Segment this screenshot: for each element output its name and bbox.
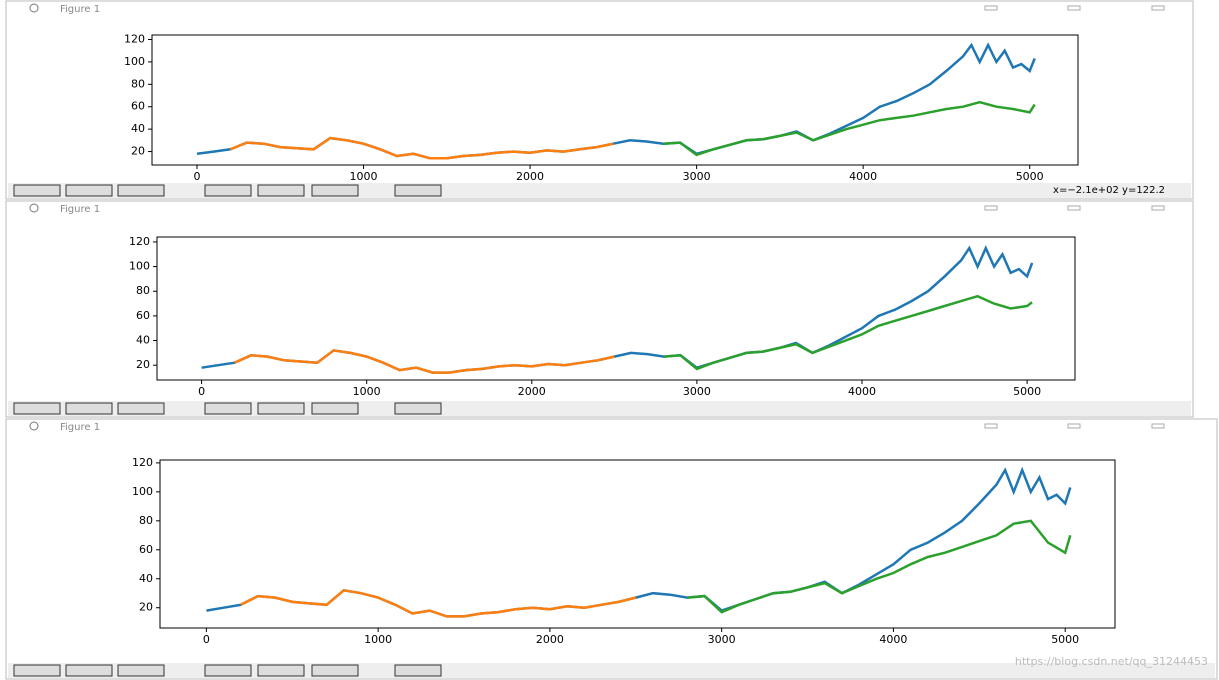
- toolbar-button[interactable]: [13, 184, 61, 197]
- y-tick-label: 60: [139, 543, 153, 556]
- y-tick-label: 60: [131, 100, 145, 113]
- toolbar-button[interactable]: [204, 184, 252, 197]
- data-line: [229, 136, 614, 160]
- toolbar: [8, 663, 1215, 678]
- x-tick-label: 1000: [364, 633, 392, 646]
- toolbar-button[interactable]: [117, 664, 165, 677]
- toolbar-button[interactable]: [204, 402, 252, 415]
- x-tick-label: 0: [198, 385, 205, 398]
- close-button[interactable]: [1151, 423, 1165, 429]
- minimize-button[interactable]: [984, 423, 998, 429]
- toolbar: [8, 401, 1191, 416]
- y-tick-label: 40: [136, 334, 150, 347]
- x-tick-label: 4000: [849, 170, 877, 183]
- toolbar-button[interactable]: [257, 402, 305, 415]
- data-line: [663, 100, 1036, 157]
- x-tick-label: 0: [193, 170, 200, 183]
- y-tick-label: 120: [132, 456, 153, 469]
- window-icon: [29, 421, 39, 431]
- toolbar-button[interactable]: [257, 664, 305, 677]
- toolbar-button[interactable]: [117, 184, 165, 197]
- close-button[interactable]: [1151, 205, 1165, 211]
- status-text: x=−2.1e+02 y=122.2: [1053, 185, 1165, 196]
- y-tick-label: 20: [131, 145, 145, 158]
- y-tick-label: 100: [129, 260, 150, 273]
- data-line: [234, 349, 615, 374]
- window-icon: [29, 203, 39, 213]
- toolbar-button[interactable]: [394, 402, 442, 415]
- x-tick-label: 5000: [1051, 633, 1079, 646]
- y-tick-label: 100: [132, 485, 153, 498]
- toolbar-button[interactable]: [117, 402, 165, 415]
- y-tick-label: 80: [136, 284, 150, 297]
- toolbar-button[interactable]: [394, 664, 442, 677]
- y-tick-label: 40: [131, 122, 145, 135]
- x-tick-label: 5000: [1013, 385, 1041, 398]
- window-icon: [29, 3, 39, 13]
- data-line: [687, 519, 1072, 614]
- x-tick-label: 1000: [353, 385, 381, 398]
- x-tick-label: 0: [203, 633, 210, 646]
- x-tick-label: 4000: [879, 633, 907, 646]
- data-line: [663, 294, 1033, 371]
- data-line: [240, 588, 637, 618]
- y-tick-label: 80: [131, 77, 145, 90]
- x-tick-label: 5000: [1016, 170, 1044, 183]
- x-tick-label: 2000: [518, 385, 546, 398]
- y-tick-label: 40: [139, 572, 153, 585]
- window: [5, 0, 1194, 200]
- x-tick-label: 3000: [708, 633, 736, 646]
- window: [5, 418, 1218, 680]
- axes-frame: [159, 459, 1116, 629]
- toolbar-button[interactable]: [65, 664, 113, 677]
- toolbar-button[interactable]: [311, 184, 359, 197]
- x-tick-label: 3000: [683, 170, 711, 183]
- x-tick-label: 3000: [683, 385, 711, 398]
- toolbar-button[interactable]: [13, 664, 61, 677]
- y-tick-label: 120: [124, 32, 145, 45]
- y-tick-label: 80: [139, 514, 153, 527]
- window-title: Figure 1: [60, 204, 100, 215]
- window-title: Figure 1: [60, 422, 100, 433]
- close-button[interactable]: [1151, 5, 1165, 11]
- window-title: Figure 1: [60, 4, 100, 15]
- maximize-button[interactable]: [1067, 205, 1081, 211]
- toolbar-button[interactable]: [13, 402, 61, 415]
- x-tick-label: 2000: [516, 170, 544, 183]
- toolbar-button[interactable]: [257, 184, 305, 197]
- toolbar: [8, 183, 1191, 198]
- toolbar-button[interactable]: [204, 664, 252, 677]
- maximize-button[interactable]: [1067, 423, 1081, 429]
- toolbar-button[interactable]: [311, 664, 359, 677]
- axes-frame: [156, 236, 1076, 381]
- minimize-button[interactable]: [984, 5, 998, 11]
- y-tick-label: 20: [139, 601, 153, 614]
- watermark: https://blog.csdn.net/qq_31244453: [1015, 655, 1208, 668]
- toolbar-button[interactable]: [311, 402, 359, 415]
- minimize-button[interactable]: [984, 205, 998, 211]
- y-tick-label: 20: [136, 358, 150, 371]
- toolbar-button[interactable]: [65, 402, 113, 415]
- y-tick-label: 60: [136, 309, 150, 322]
- x-tick-label: 1000: [350, 170, 378, 183]
- y-tick-label: 100: [124, 55, 145, 68]
- x-tick-label: 4000: [848, 385, 876, 398]
- y-tick-label: 120: [129, 235, 150, 248]
- axes-frame: [151, 34, 1079, 166]
- toolbar-button[interactable]: [65, 184, 113, 197]
- toolbar-button[interactable]: [394, 184, 442, 197]
- x-tick-label: 2000: [536, 633, 564, 646]
- maximize-button[interactable]: [1067, 5, 1081, 11]
